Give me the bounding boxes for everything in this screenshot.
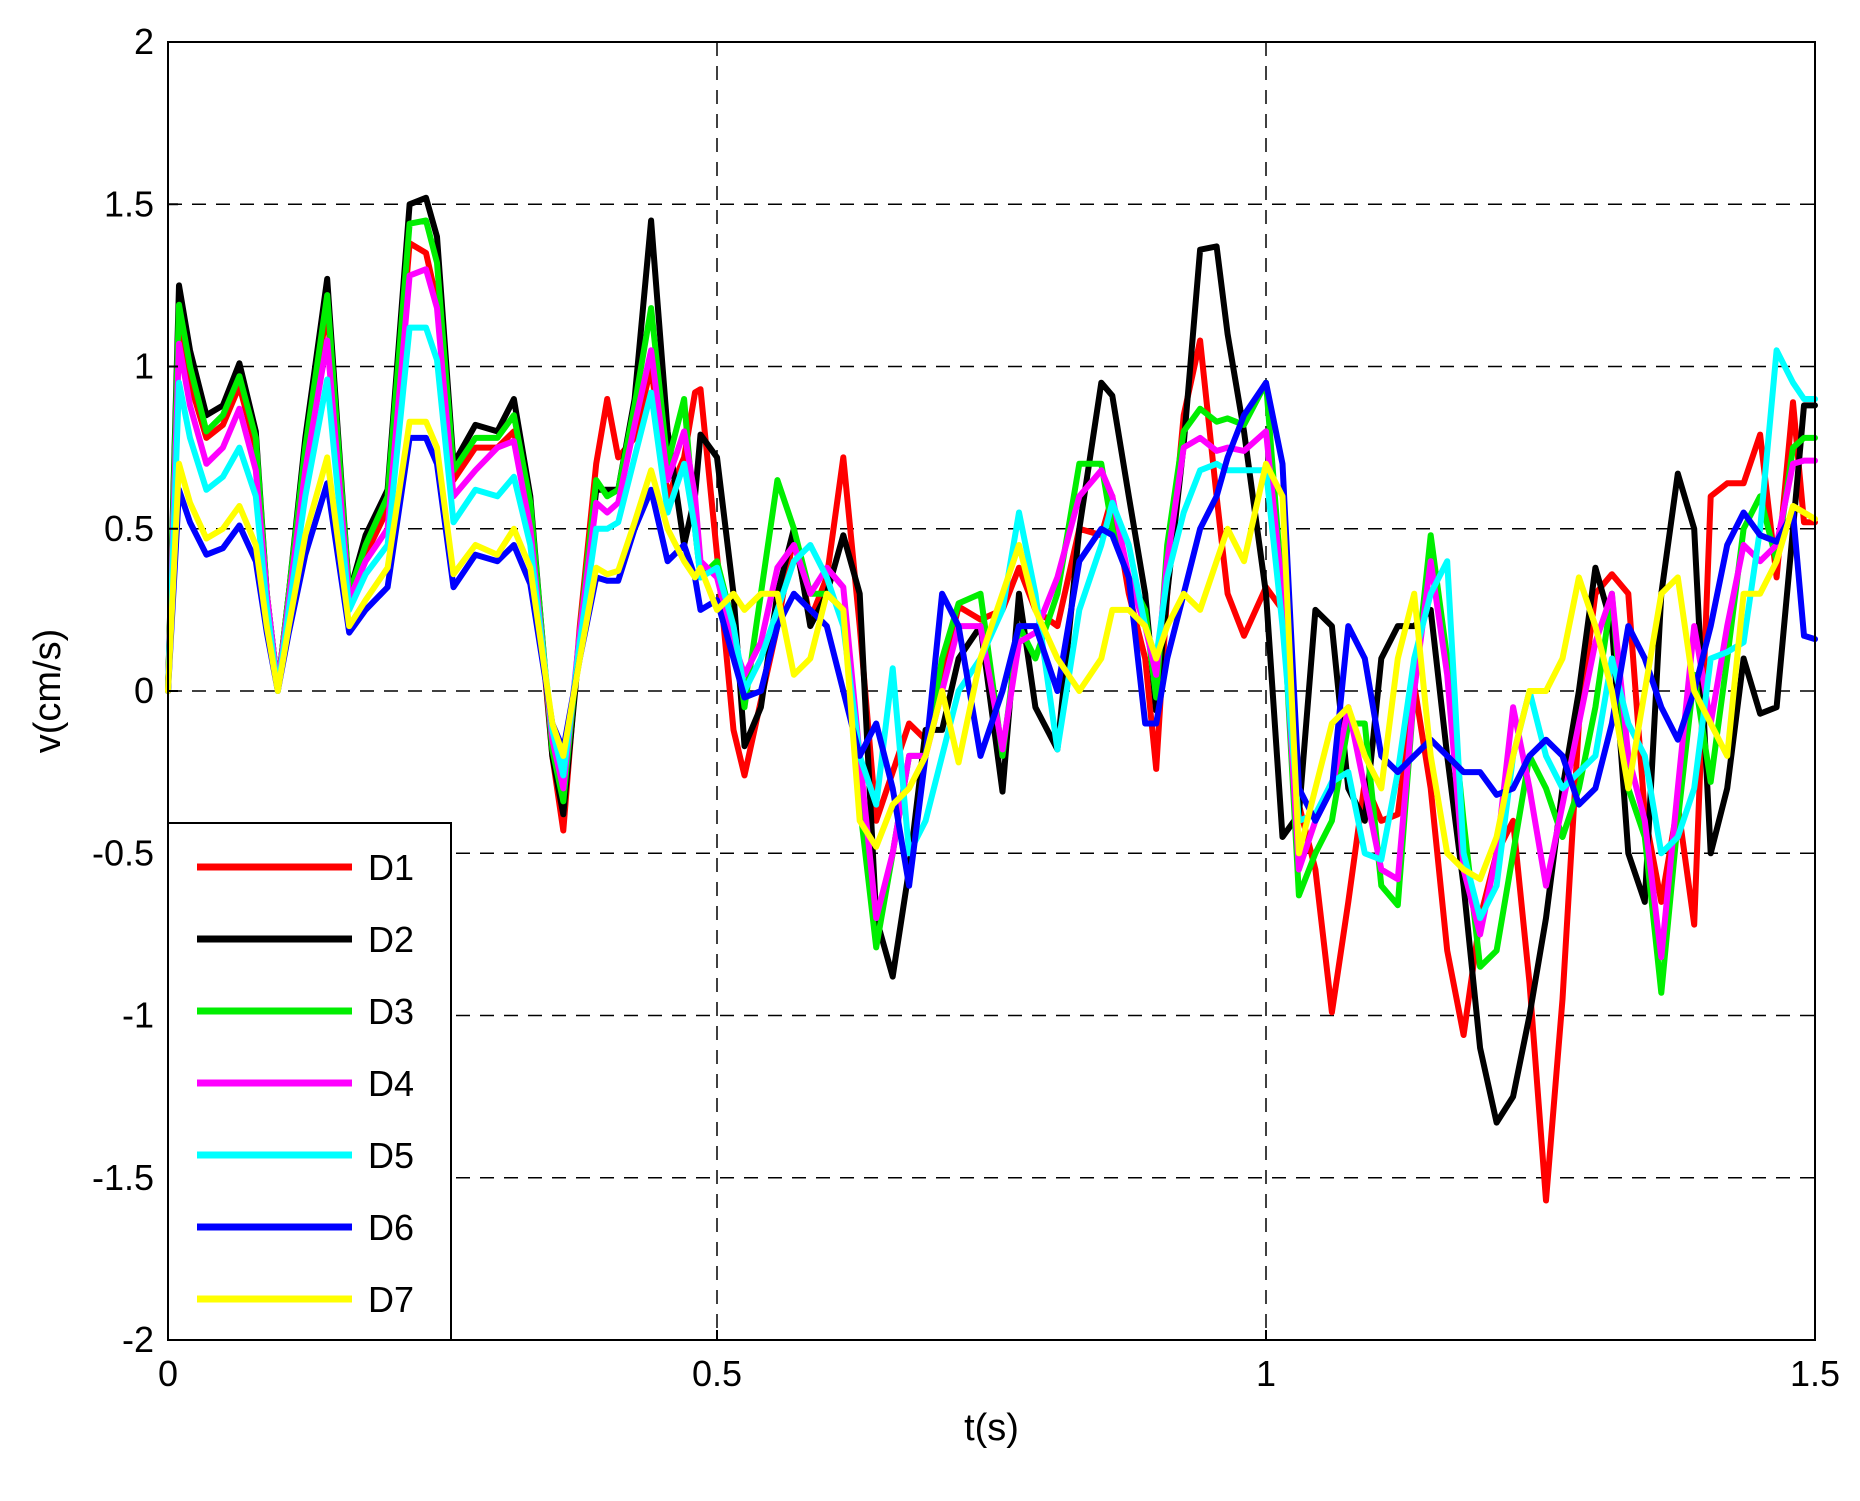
x-tick-label-2: 1	[1256, 1353, 1276, 1394]
series-line-d4	[165, 266, 1818, 961]
legend: D1 D2 D3 D4 D5 D6 D7	[167, 822, 452, 1341]
y-axis-label: v(cm/s)	[27, 629, 69, 754]
series-line-d3	[165, 217, 1818, 996]
legend-label-d2: D2	[368, 919, 414, 960]
x-axis-label: t(s)	[964, 1407, 1019, 1449]
x-tick-label-0: 0	[158, 1353, 178, 1394]
axis-ticks: 0 0.5 1 1.5 -2 -1.5 -1 -0.5 0 0.5 1 1.5 2	[92, 21, 1840, 1394]
legend-label-d4: D4	[368, 1063, 414, 1104]
legend-label-d7: D7	[368, 1279, 414, 1320]
legend-label-d1: D1	[368, 847, 414, 888]
y-tick-label-6: 1	[134, 346, 154, 387]
y-tick-label-2: -1	[122, 995, 154, 1036]
legend-label-d6: D6	[368, 1207, 414, 1248]
y-tick-label-8: 2	[134, 21, 154, 62]
y-tick-label-4: 0	[134, 670, 154, 711]
y-tick-label-3: -0.5	[92, 832, 154, 873]
legend-label-d3: D3	[368, 991, 414, 1032]
y-tick-label-1: -1.5	[92, 1157, 154, 1198]
y-tick-label-7: 1.5	[104, 183, 154, 224]
y-tick-label-0: -2	[122, 1319, 154, 1360]
y-tick-label-5: 0.5	[104, 508, 154, 549]
legend-label-d5: D5	[368, 1135, 414, 1176]
x-tick-label-1: 0.5	[692, 1353, 742, 1394]
series-lines	[165, 194, 1818, 1204]
x-tick-label-3: 1.5	[1790, 1353, 1840, 1394]
series-line-d7	[165, 418, 1818, 883]
